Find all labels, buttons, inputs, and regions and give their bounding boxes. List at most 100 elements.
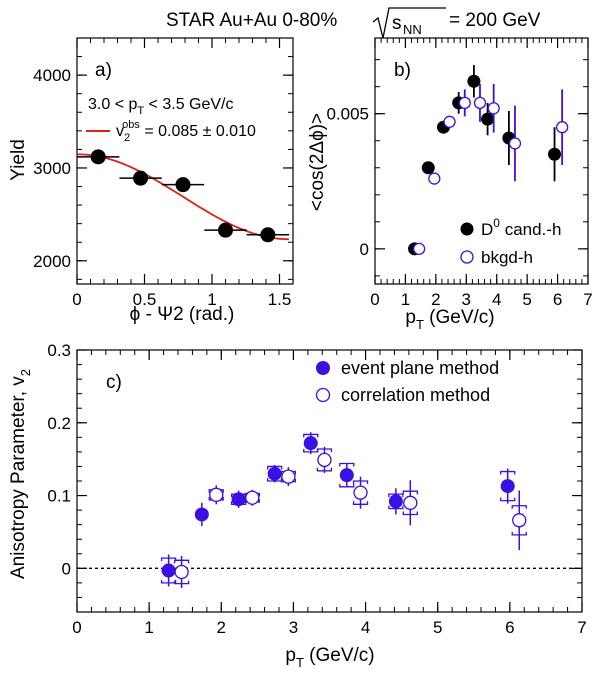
panel-c-xlabel: pT (GeV/c) (285, 645, 374, 670)
panel-b-cos-plot: 0 1 2 3 4 5 6 7 0 0.005 b) D0 cand.-h bkgd-h pT (… (307, 37, 593, 332)
y-tick-label: 3000 (33, 159, 71, 178)
y-tick-label: 0.1 (47, 487, 71, 506)
data-point-open (473, 96, 487, 110)
panel-a-xlabel: ϕ - Ψ2 (rad.) (130, 304, 235, 325)
data-point-open (428, 172, 441, 185)
x-tick-label: 2 (217, 618, 226, 637)
sys-cap-top (339, 462, 355, 467)
x-tick-label: 6 (505, 618, 514, 637)
sys-cap-top (388, 493, 404, 498)
sys-cap-top (173, 559, 190, 564)
x-tick-label: 3 (289, 618, 298, 637)
panel-c-v2-plot: 0 1 2 3 4 5 6 7 0 0.1 0.2 0.3 c) event plane method… (8, 341, 587, 670)
y-tick-label: 0.3 (47, 341, 71, 360)
y-tick-label: 2000 (33, 252, 71, 271)
x-tick-label: 4 (492, 290, 501, 309)
sys-cap-bottom (173, 580, 190, 585)
fit-curve (77, 153, 289, 241)
data-point-filled (339, 468, 354, 483)
panel-a-fit-label: v2obs = 0.085 ± 0.010 (116, 119, 256, 144)
panel-a-yield-plot: 0 0.5 1 1.5 2000 3000 4000 a) 3.0 < pT < 3.5 G… (8, 37, 294, 325)
sys-cap-top (303, 433, 319, 438)
data-point-filled (548, 147, 562, 161)
sys-cap-top (267, 465, 283, 470)
data-point-open (487, 102, 500, 115)
figure-title: STAR Au+Au 0-80% s NN = 200 GeV (166, 7, 541, 39)
data-point (218, 222, 233, 238)
data-point-filled (481, 112, 495, 126)
y-tick-label: 0.005 (326, 105, 369, 124)
x-tick-label: 1 (144, 618, 153, 637)
sys-cap-bottom (402, 511, 418, 516)
legend-c-filled-marker (316, 361, 330, 375)
sys-cap-bottom (511, 531, 527, 536)
x-tick-label: 7 (577, 618, 586, 637)
x-tick-label: 6 (553, 290, 562, 309)
data-point (90, 149, 106, 165)
data-point-open (508, 137, 522, 150)
sys-cap-bottom (339, 483, 355, 488)
panel-a-points (77, 149, 290, 243)
data-point (175, 177, 191, 193)
x-tick-label: 0 (72, 618, 81, 637)
data-point-open (458, 96, 471, 110)
title-right: = 200 GeV (449, 10, 541, 31)
title-left: STAR Au+Au 0-80% (166, 10, 337, 31)
legend-c-open-marker (315, 387, 331, 403)
sys-cap-bottom (160, 579, 177, 584)
data-point-filled (388, 494, 403, 509)
legend-b-filled-marker (460, 222, 474, 236)
sys-cap-bottom (500, 497, 516, 502)
data-point-open (245, 490, 260, 505)
sys-cap-top (500, 470, 516, 475)
y-tick-label: 4000 (33, 66, 71, 85)
x-tick-label: 3 (462, 290, 471, 309)
data-point-open (174, 564, 189, 580)
data-point-open (353, 485, 368, 500)
y-tick-label: 0 (62, 559, 71, 578)
panel-b-label: b) (394, 60, 411, 81)
x-tick-label: 5 (522, 290, 531, 309)
data-point-filled (467, 74, 481, 88)
y-tick-label: 0.2 (47, 414, 71, 433)
data-point-open (281, 469, 296, 484)
legend-b-open-label: bkgd-h (481, 248, 533, 267)
data-point-open (412, 242, 426, 256)
legend-b-filled-label: D0 cand.-h (481, 216, 561, 239)
data-point (133, 170, 149, 186)
panel-b-ticks: 0 1 2 3 4 5 6 7 0 0.005 (326, 38, 593, 309)
sys-cap-bottom (352, 501, 369, 505)
sys-cap-top (316, 448, 333, 452)
data-point (260, 227, 276, 243)
legend-c-filled-label: event plane method (341, 358, 499, 378)
x-tick-label: 5 (433, 618, 442, 637)
x-tick-label: 0 (370, 290, 379, 309)
panel-b-points (408, 65, 569, 256)
sys-cap-top (511, 505, 527, 509)
panel-c-ylabel: Anisotropy Parameter, v2 (8, 369, 33, 579)
data-point-filled (231, 492, 246, 507)
panel-a-pt-range: 3.0 < pT < 3.5 GeV/c (88, 96, 234, 117)
y-tick-label: 0 (360, 240, 369, 259)
panel-a-label: a) (95, 60, 112, 81)
sys-cap-bottom (316, 467, 333, 472)
title-sqrt-sub: NN (403, 22, 422, 37)
x-tick-label: 0.5 (133, 290, 157, 309)
panel-c-label: c) (106, 372, 122, 393)
x-tick-label: 4 (361, 618, 370, 637)
panel-a-fit-curve (77, 153, 289, 241)
x-tick-label: 0 (72, 290, 81, 309)
legend-b-open-marker (460, 250, 474, 264)
x-tick-label: 1 (401, 290, 410, 309)
x-tick-label: 1.5 (268, 290, 292, 309)
x-tick-label: 7 (583, 290, 592, 309)
sys-cap-top (352, 480, 369, 484)
panel-b-ylabel: <cos(2Δϕ)> (307, 113, 328, 211)
sys-cap-top (402, 490, 418, 495)
data-point-open (403, 495, 418, 510)
data-point-filled (421, 161, 435, 175)
panel-a-ticks: 0 0.5 1 1.5 2000 3000 4000 (33, 37, 294, 309)
sys-cap-top (160, 557, 177, 562)
panel-c-ticks: 0 1 2 3 4 5 6 7 0 0.1 0.2 0.3 (47, 341, 586, 637)
